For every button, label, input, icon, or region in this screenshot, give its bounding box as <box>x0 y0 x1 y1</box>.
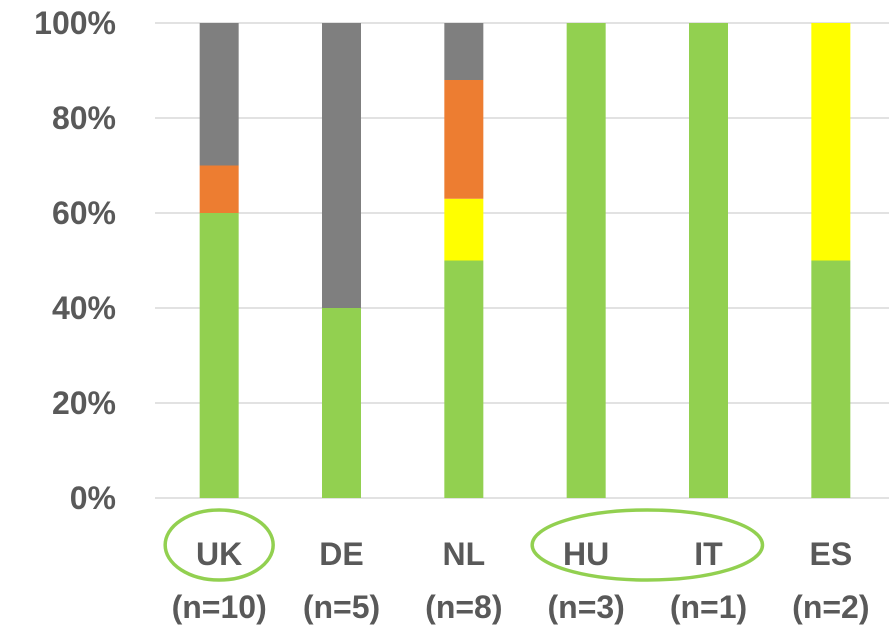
grid-lines <box>155 23 889 498</box>
x-category-sublabel: (n=3) <box>547 589 624 625</box>
bar-segment-nl-2 <box>444 80 483 199</box>
x-category-sublabel: (n=5) <box>303 589 380 625</box>
bar-segment-es-0 <box>811 261 850 499</box>
bars <box>200 23 851 498</box>
x-category-label: NL <box>443 536 486 572</box>
x-category-label: UK <box>196 536 242 572</box>
x-category-sublabel: (n=10) <box>172 589 267 625</box>
y-tick-label: 20% <box>52 385 116 421</box>
x-category-sublabel: (n=8) <box>425 589 502 625</box>
x-category-label: IT <box>694 536 723 572</box>
y-tick-label: 80% <box>52 100 116 136</box>
bar-segment-nl-0 <box>444 261 483 499</box>
y-tick-label: 0% <box>70 480 116 516</box>
bar-segment-nl-3 <box>444 23 483 80</box>
bar-segment-uk-2 <box>200 166 239 214</box>
x-category-label: ES <box>809 536 852 572</box>
x-category-label: DE <box>319 536 363 572</box>
y-tick-label: 100% <box>34 5 116 41</box>
bar-segment-nl-1 <box>444 199 483 261</box>
x-category-sublabel: (n=2) <box>792 589 869 625</box>
y-tick-label: 40% <box>52 290 116 326</box>
bar-segment-uk-3 <box>200 23 239 166</box>
x-axis-category-labels: UK (n=10) DE (n=5) NL (n=8) HU (n=3) IT (n=1) ES (n… <box>172 536 870 625</box>
bar-segment-es-1 <box>811 23 850 261</box>
x-category-label: HU <box>563 536 609 572</box>
x-category-sublabel: (n=1) <box>670 589 747 625</box>
bar-segment-uk-0 <box>200 213 239 498</box>
y-tick-label: 60% <box>52 195 116 231</box>
bar-segment-de-3 <box>322 23 361 308</box>
bar-segment-de-0 <box>322 308 361 498</box>
bar-segment-it-0 <box>689 23 728 498</box>
y-axis-tick-labels: 0% 20% 40% 60% 80% 100% <box>34 5 116 516</box>
bar-segment-hu-0 <box>567 23 606 498</box>
